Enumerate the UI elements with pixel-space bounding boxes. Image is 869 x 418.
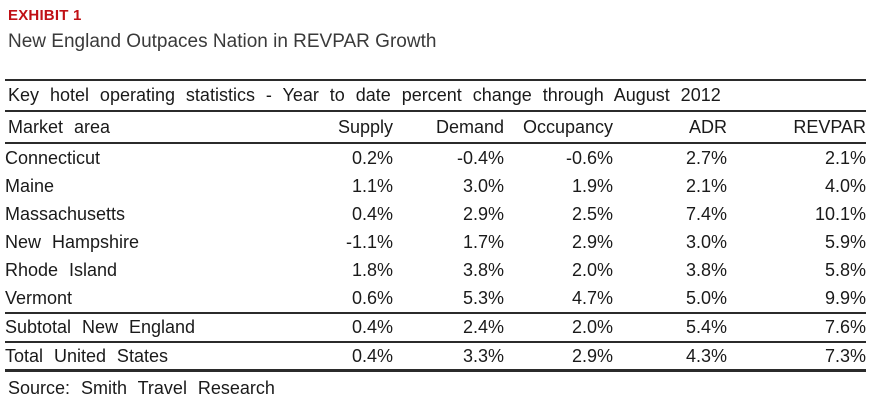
exhibit-title: New England Outpaces Nation in REVPAR Gr… [8, 31, 437, 52]
cell-supply: 0.6% [351, 287, 393, 308]
table-header-row: Market area Supply Demand Occupancy ADR … [5, 111, 867, 144]
cell-revpar: 10.1% [815, 203, 867, 224]
cell-revpar: 7.6% [727, 312, 867, 343]
cell-occupancy: 1.9% [571, 175, 613, 196]
cell-demand: 3.0% [462, 175, 504, 196]
cell-revpar: 2.1% [825, 147, 867, 168]
hotel-statistics-table: Key hotel operating statistics - Year to… [5, 79, 867, 372]
cell-adr: 3.8% [685, 259, 727, 280]
col-header-market-area: Market area [5, 111, 335, 144]
cell-adr: 3.0% [685, 231, 727, 252]
exhibit-label: EXHIBIT 1 [8, 7, 82, 24]
cell-occupancy: 2.5% [571, 203, 613, 224]
table-row-new-hampshire: New Hampshire -1.1% 1.7% 2.9% 3.0% 5.9% [5, 228, 866, 256]
cell-market-area: Connecticut [5, 147, 101, 168]
col-header-demand: Demand [393, 111, 504, 144]
cell-revpar: 5.9% [825, 231, 867, 252]
cell-market-area: Maine [5, 175, 55, 196]
cell-demand: -0.4% [456, 147, 504, 168]
cell-revpar: 5.8% [825, 259, 867, 280]
col-header-revpar: REVPAR [727, 111, 867, 144]
cell-market-area: Rhode Island [5, 259, 118, 280]
col-header-occupancy: Occupancy [504, 111, 613, 144]
cell-revpar: 4.0% [825, 175, 867, 196]
cell-occupancy: 2.0% [504, 312, 613, 343]
cell-demand: 1.7% [462, 231, 504, 252]
table-row-vermont: Vermont 0.6% 5.3% 4.7% 5.0% 9.9% [5, 284, 866, 313]
cell-supply: 0.4% [351, 203, 393, 224]
col-header-adr: ADR [613, 111, 727, 144]
table-caption-row: Key hotel operating statistics - Year to… [5, 79, 867, 112]
source-note: Source: Smith Travel Research [8, 378, 275, 398]
cell-supply: 0.4% [335, 312, 393, 343]
cell-demand: 5.3% [462, 287, 504, 308]
cell-market-area: Subtotal New England [5, 312, 335, 343]
cell-supply: 1.1% [351, 175, 393, 196]
cell-occupancy: 2.0% [571, 259, 613, 280]
cell-demand: 2.9% [462, 203, 504, 224]
table-row-total-united-states: Total United States 0.4% 3.3% 2.9% 4.3% … [5, 342, 867, 372]
cell-market-area: Total United States [5, 342, 335, 372]
table-row-rhode-island: Rhode Island 1.8% 3.8% 2.0% 3.8% 5.8% [5, 256, 866, 284]
cell-adr: 7.4% [685, 203, 727, 224]
cell-revpar: 7.3% [727, 342, 867, 372]
cell-supply: 1.8% [351, 259, 393, 280]
cell-supply: 0.4% [335, 342, 393, 372]
cell-supply: -1.1% [345, 231, 393, 252]
table-row-maine: Maine 1.1% 3.0% 1.9% 2.1% 4.0% [5, 172, 866, 200]
cell-demand: 2.4% [393, 312, 504, 343]
cell-revpar: 9.9% [825, 287, 867, 308]
cell-adr: 2.1% [685, 175, 727, 196]
cell-market-area: Vermont [5, 287, 73, 308]
cell-supply: 0.2% [351, 147, 393, 168]
table-row-connecticut: Connecticut 0.2% -0.4% -0.6% 2.7% 2.1% [5, 143, 866, 172]
table-caption: Key hotel operating statistics - Year to… [5, 79, 867, 112]
cell-occupancy: -0.6% [565, 147, 613, 168]
table-row-subtotal-new-england: Subtotal New England 0.4% 2.4% 2.0% 5.4%… [5, 312, 867, 343]
cell-adr: 2.7% [685, 147, 727, 168]
cell-occupancy: 2.9% [504, 342, 613, 372]
cell-adr: 4.3% [613, 342, 727, 372]
cell-demand: 3.8% [462, 259, 504, 280]
cell-demand: 3.3% [393, 342, 504, 372]
col-header-supply: Supply [335, 111, 393, 144]
cell-adr: 5.4% [613, 312, 727, 343]
cell-occupancy: 4.7% [571, 287, 613, 308]
cell-occupancy: 2.9% [571, 231, 613, 252]
cell-adr: 5.0% [685, 287, 727, 308]
cell-market-area: Massachusetts [5, 203, 126, 224]
cell-market-area: New Hampshire [5, 231, 139, 252]
table-row-massachusetts: Massachusetts 0.4% 2.9% 2.5% 7.4% 10.1% [5, 200, 866, 228]
